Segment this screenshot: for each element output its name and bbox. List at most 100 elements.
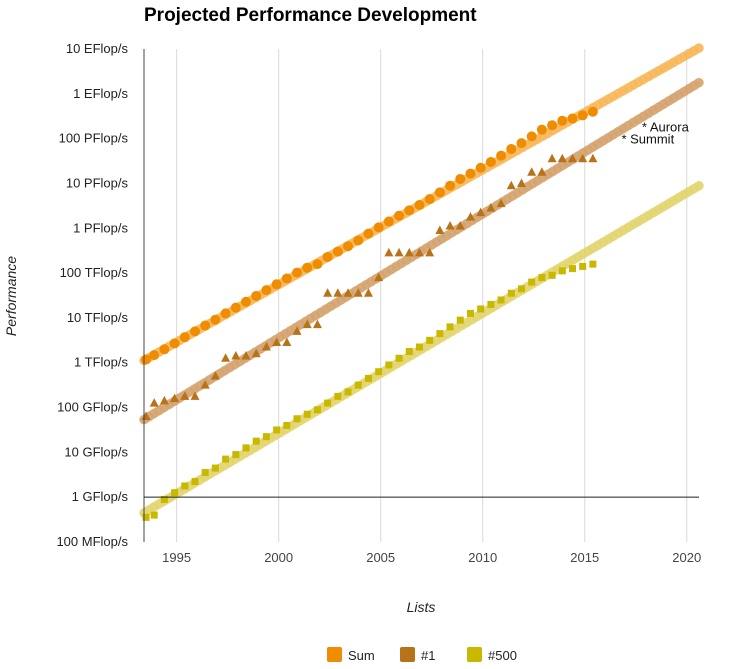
point-top500 [242, 444, 250, 452]
point-top500 [538, 274, 546, 282]
point-top1 [210, 371, 220, 380]
legend-label-top500: #500 [488, 648, 517, 663]
grid [176, 49, 688, 542]
point-sum [159, 344, 170, 355]
point-sum [404, 205, 415, 216]
point-top500 [293, 415, 301, 423]
point-top500 [405, 348, 413, 356]
point-sum [230, 302, 241, 313]
point-sum [220, 308, 231, 319]
point-top1 [312, 319, 322, 329]
point-top500 [375, 368, 383, 376]
y-tick-label: 10 TFlop/s [67, 310, 129, 325]
point-sum [434, 187, 445, 198]
trend-lines [139, 43, 704, 518]
point-sum [485, 156, 496, 167]
point-sum [557, 115, 568, 126]
point-top1 [241, 351, 251, 360]
point-top1 [251, 348, 261, 358]
x-tick-label: 2020 [672, 550, 701, 565]
x-tick-label: 2000 [264, 550, 293, 565]
point-top1 [231, 351, 241, 360]
point-top500 [507, 289, 515, 297]
point-top1 [506, 180, 516, 190]
legend-swatch-top500 [467, 647, 482, 662]
point-sum [455, 173, 466, 184]
point-top500 [334, 392, 342, 400]
point-sum [475, 162, 486, 173]
point-sum [322, 251, 333, 262]
data-points [141, 106, 598, 521]
point-sum [261, 285, 272, 296]
point-top1 [159, 395, 169, 405]
point-top500 [354, 381, 362, 389]
point-top500 [150, 511, 158, 519]
y-tick-label: 10 EFlop/s [66, 41, 129, 56]
point-top1 [323, 288, 333, 297]
point-sum [343, 241, 354, 252]
y-tick-label: 10 PFlop/s [66, 175, 129, 190]
point-top1 [149, 398, 159, 407]
point-top500 [364, 374, 372, 382]
point-sum [587, 106, 598, 117]
y-tick-label: 100 GFlop/s [57, 400, 128, 415]
point-sum [271, 279, 282, 290]
point-top500 [385, 361, 393, 369]
point-top500 [262, 433, 270, 441]
point-sum [516, 138, 527, 149]
point-sum [363, 228, 374, 239]
point-sum [567, 113, 578, 124]
point-top1 [496, 198, 506, 208]
point-top500 [395, 354, 403, 362]
point-sum [496, 150, 507, 161]
point-top1 [180, 391, 190, 400]
point-top500 [142, 513, 150, 521]
point-top500 [589, 260, 597, 268]
legend-label-sum: Sum [348, 648, 375, 663]
point-top500 [324, 399, 332, 407]
x-tick-label: 2005 [366, 550, 395, 565]
x-axis-label: Lists [407, 599, 436, 615]
point-top1 [547, 153, 557, 163]
point-top1 [190, 391, 200, 400]
y-tick-label: 1 PFlop/s [73, 220, 128, 235]
point-top1 [272, 337, 282, 347]
point-top500 [579, 262, 587, 270]
point-top1 [200, 380, 210, 389]
point-sum [200, 320, 211, 331]
y-tick-label: 1 GFlop/s [72, 489, 129, 504]
point-top500 [181, 482, 189, 490]
point-top1 [516, 178, 526, 187]
point-top1 [567, 153, 577, 163]
point-sum [353, 235, 364, 246]
point-sum [547, 120, 558, 131]
y-tick-label: 100 PFlop/s [59, 131, 129, 146]
point-sum [210, 314, 221, 325]
point-top1 [170, 393, 180, 403]
point-sum [251, 290, 262, 301]
point-top1 [465, 212, 475, 221]
point-top1 [527, 167, 537, 176]
point-top500 [436, 330, 444, 338]
point-top1 [292, 326, 302, 335]
point-top1 [282, 337, 292, 347]
trend-bead [694, 77, 704, 88]
point-sum [241, 296, 252, 307]
point-sum [373, 222, 384, 233]
point-sum [292, 267, 303, 278]
point-sum [536, 124, 547, 135]
point-top1 [476, 207, 486, 217]
point-top500 [344, 388, 352, 396]
point-top1 [221, 353, 231, 362]
x-tick-label: 2015 [570, 550, 599, 565]
point-top500 [497, 296, 505, 304]
x-tick-label: 1995 [162, 550, 191, 565]
annotation-label: * Aurora [642, 119, 690, 134]
point-top1 [557, 153, 567, 163]
point-top500 [160, 495, 168, 503]
point-sum [394, 210, 405, 221]
y-tick-label: 100 TFlop/s [60, 265, 129, 280]
point-sum [414, 199, 425, 210]
trend-bead [694, 180, 704, 191]
